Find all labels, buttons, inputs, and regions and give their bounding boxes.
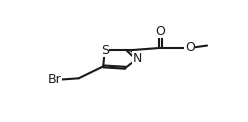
Text: O: O	[185, 41, 195, 54]
Text: Br: Br	[47, 73, 61, 86]
Text: S: S	[101, 44, 109, 57]
Text: O: O	[155, 25, 165, 38]
Text: N: N	[133, 52, 142, 65]
